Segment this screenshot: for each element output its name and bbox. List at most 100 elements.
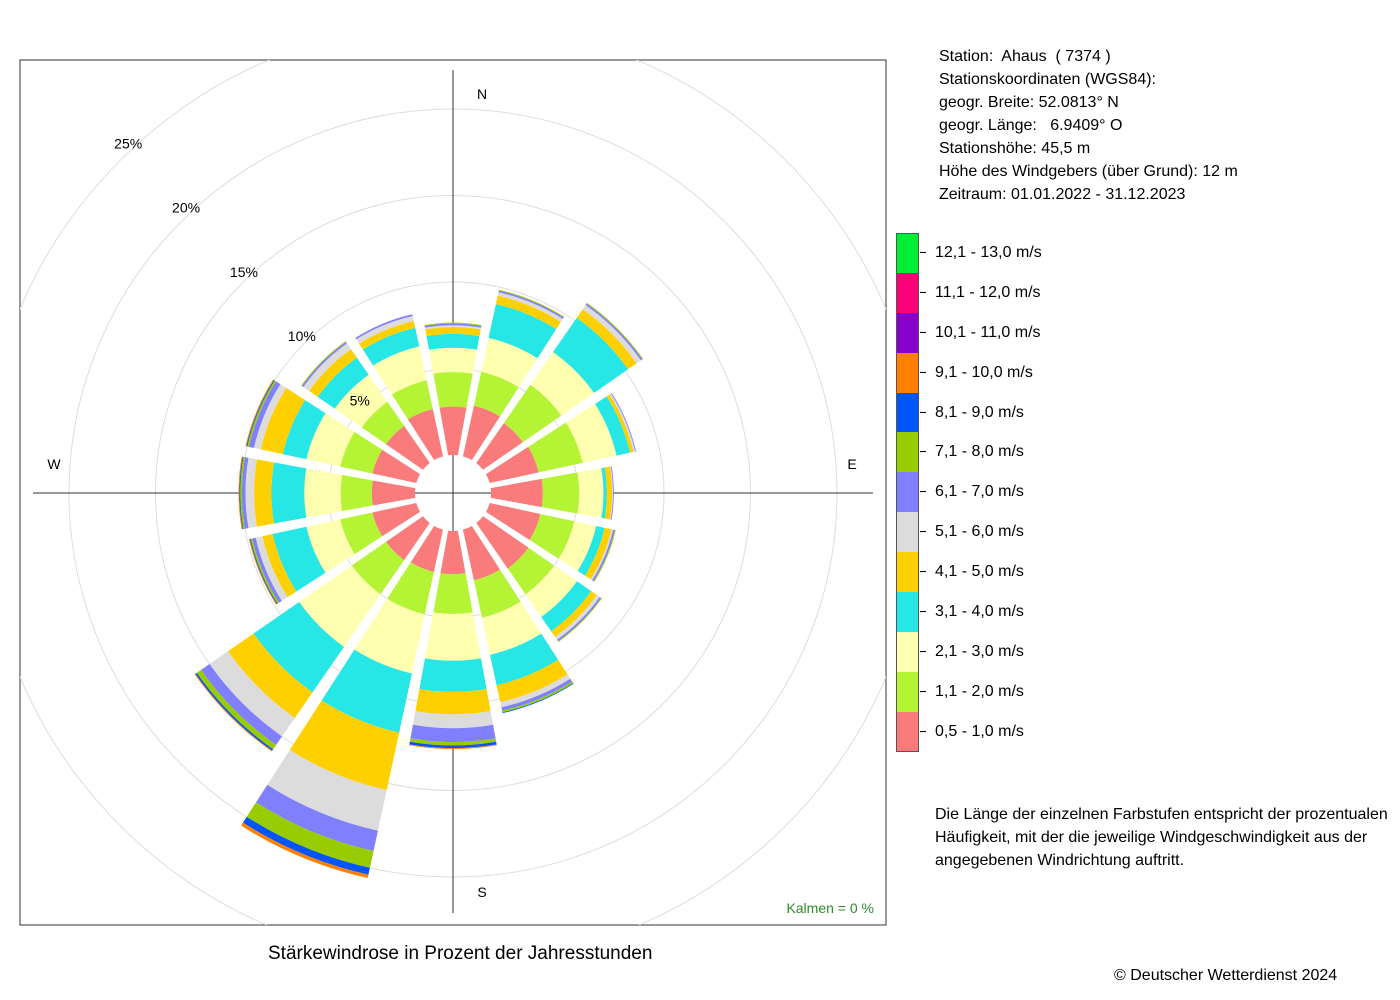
sector-NE-class-2 [503, 384, 562, 443]
compass-axes [33, 70, 873, 913]
legend-tick [920, 371, 926, 373]
legend-item: 8,1 - 9,0 m/s [896, 392, 1116, 433]
legend-tick [920, 331, 926, 333]
sector-NNE-class-1 [462, 405, 501, 461]
sector-W-class-8 [240, 456, 246, 530]
legend-item: 12,1 - 13,0 m/s [896, 233, 1116, 273]
sector-S-class-2 [433, 573, 473, 615]
sector-NE-class-4 [553, 317, 629, 393]
legend-label: 1,1 - 2,0 m/s [935, 682, 1024, 700]
sector-WNW-class-2 [340, 431, 383, 474]
legend-swatch [896, 711, 919, 752]
sector-W-class-6 [245, 457, 257, 529]
legend-item: 9,1 - 10,0 m/s [896, 352, 1116, 393]
latitude: geogr. Breite: 52.0813° N [939, 94, 1119, 111]
legend-label: 4,1 - 5,0 m/s [935, 563, 1024, 581]
sector-NNE-class-4 [488, 304, 557, 359]
sector-NE-class-5 [576, 309, 637, 370]
sector-SSW-class-7 [256, 784, 378, 851]
sector-NNE-class-7 [498, 290, 564, 319]
sector-SW-class-1 [385, 516, 430, 561]
legend-tick [920, 531, 926, 533]
sector-E-class-6 [609, 466, 613, 520]
legend-tick [920, 451, 926, 453]
legend-swatch [896, 592, 919, 632]
sector-N-class-6 [424, 325, 482, 330]
sector-S-class-9 [409, 741, 497, 749]
sector-SSW-class-9 [242, 816, 370, 875]
sector-N-class-2 [433, 371, 473, 408]
legend-swatch [896, 671, 919, 712]
sector-SW-class-3 [299, 565, 381, 647]
sector-ESE-class-3 [558, 521, 597, 571]
sector-E-class-5 [604, 466, 613, 520]
sector-W-class-4 [271, 462, 307, 524]
legend-item: 1,1 - 2,0 m/s [896, 671, 1116, 712]
calm-label: Kalmen = 0 % [786, 900, 874, 916]
legend-swatch [896, 631, 919, 672]
sector-SE-class-6 [555, 595, 600, 640]
legend-item: 2,1 - 3,0 m/s [896, 631, 1116, 672]
legend-label: 7,1 - 8,0 m/s [935, 443, 1024, 461]
legend-tick [920, 252, 926, 253]
sector-NW-class-5 [309, 349, 357, 397]
sector-SSE-class-5 [496, 659, 568, 703]
wind-sectors [194, 289, 644, 879]
sector-NNW-class-3 [373, 346, 427, 395]
sector-NE-class-3 [530, 351, 595, 416]
legend-item: 4,1 - 5,0 m/s [896, 552, 1116, 593]
sector-NNW-class-6 [356, 315, 414, 344]
legend-tick [920, 611, 926, 613]
sector-NW-class-4 [317, 357, 369, 409]
sector-WNW-class-3 [306, 413, 355, 467]
sector-SE-class-4 [541, 581, 592, 632]
explanation-note: Die Länge der einzelnen Farbstufen entsp… [935, 806, 1388, 869]
sector-ESE-class-4 [577, 526, 605, 576]
legend-tick [920, 730, 926, 732]
sector-W-class-1 [371, 480, 416, 506]
legend-label: 2,1 - 3,0 m/s [935, 642, 1024, 660]
sector-S-class-5 [415, 689, 491, 715]
sector-SSW-class-1 [410, 525, 444, 572]
sector-SSW-class-10 [241, 822, 369, 879]
sector-NNE-class-2 [473, 371, 519, 417]
legend-swatch [896, 472, 919, 513]
sector-S-class-3 [424, 612, 482, 661]
compass-label-N: N [477, 86, 487, 102]
sector-S-class-4 [419, 658, 487, 692]
sector-WSW-class-2 [340, 512, 383, 555]
legend-item: 3,1 - 4,0 m/s [896, 592, 1116, 632]
sector-N-class-3 [428, 347, 478, 374]
legend-tick [920, 291, 926, 293]
ring-label-10: 10% [288, 328, 316, 344]
sector-SSE-class-3 [481, 601, 542, 655]
sector-ENE-class-1 [485, 446, 539, 484]
station-name: Station: Ahaus ( 7374 ) [939, 48, 1111, 65]
sector-SE-class-5 [551, 591, 597, 637]
legend-swatch [896, 512, 919, 553]
sector-N-class-1 [439, 406, 467, 456]
sector-ENE-class-3 [565, 403, 617, 463]
sector-E-class-7 [610, 466, 614, 520]
sector-WNW-class-8 [247, 380, 277, 447]
sector-NNW-class-5 [359, 321, 416, 350]
ring-label-15: 15% [230, 264, 258, 280]
sector-SSE-class-1 [462, 525, 501, 581]
sector-WNW-class-6 [253, 384, 287, 450]
sector-SE-class-2 [507, 547, 555, 595]
legend-item: 5,1 - 6,0 m/s [896, 512, 1116, 553]
sector-E-class-3 [577, 468, 604, 518]
sector-S-class-1 [440, 530, 466, 575]
sector-W-class-5 [254, 459, 274, 527]
sector-NW-class-3 [334, 374, 388, 428]
sector-S-class-10 [409, 744, 497, 749]
sector-SSE-class-6 [500, 674, 571, 708]
sector-NNW-class-2 [391, 380, 433, 420]
sector-NE-class-6 [582, 305, 641, 364]
sector-SSW-class-4 [321, 649, 412, 733]
sector-S-class-6 [412, 711, 494, 729]
legend-label: 5,1 - 6,0 m/s [935, 523, 1024, 541]
legend-label: 3,1 - 4,0 m/s [935, 603, 1024, 621]
ring-labels: 5% 10% 15% 20% 25% [114, 135, 370, 408]
